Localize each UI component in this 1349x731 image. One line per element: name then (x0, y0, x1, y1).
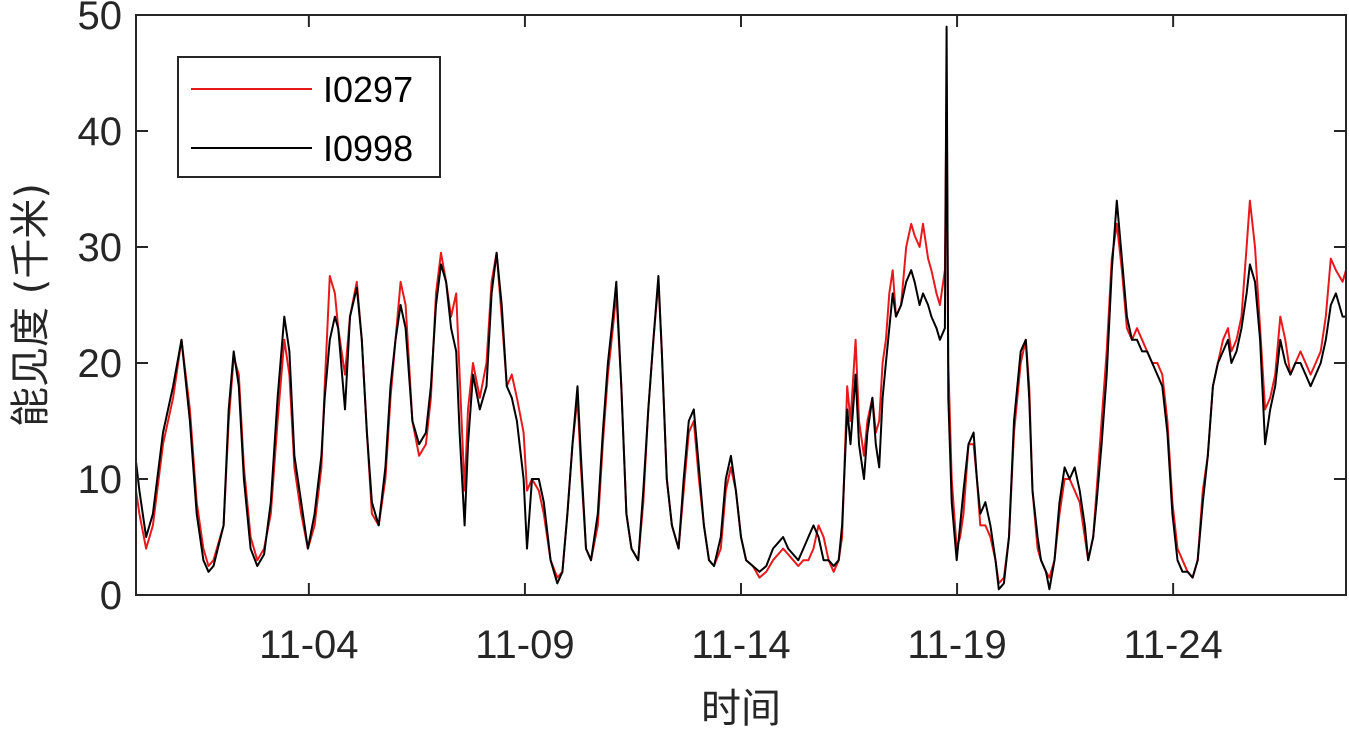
legend: I0297 I0998 (177, 56, 441, 178)
legend-box (177, 56, 441, 178)
y-tick-label: 30 (78, 226, 123, 270)
x-tick-label: 11-09 (475, 623, 574, 667)
y-tick-label: 50 (78, 0, 123, 38)
series-layer (135, 25, 1347, 591)
x-axis-label: 时间 (701, 686, 781, 731)
legend-label-i0998: I0998 (323, 128, 413, 169)
ticks-layer: 0 10 20 30 40 50 11-04 11-09 11-14 11-19 11-24 (78, 0, 1346, 667)
series-line-i0998 (135, 25, 1346, 591)
y-tick-label: 0 (100, 574, 122, 618)
x-tick-label: 11-19 (907, 623, 1006, 667)
y-tick-label: 40 (78, 110, 123, 154)
y-axis-label: 能见度 (千米) (8, 183, 54, 427)
x-tick-label: 11-24 (1123, 623, 1222, 667)
y-tick-label: 20 (78, 342, 123, 386)
legend-label-i0297: I0297 (323, 69, 413, 110)
x-tick-label: 11-14 (691, 623, 790, 667)
y-tick-label: 10 (78, 458, 123, 502)
x-tick-label: 11-04 (259, 623, 358, 667)
